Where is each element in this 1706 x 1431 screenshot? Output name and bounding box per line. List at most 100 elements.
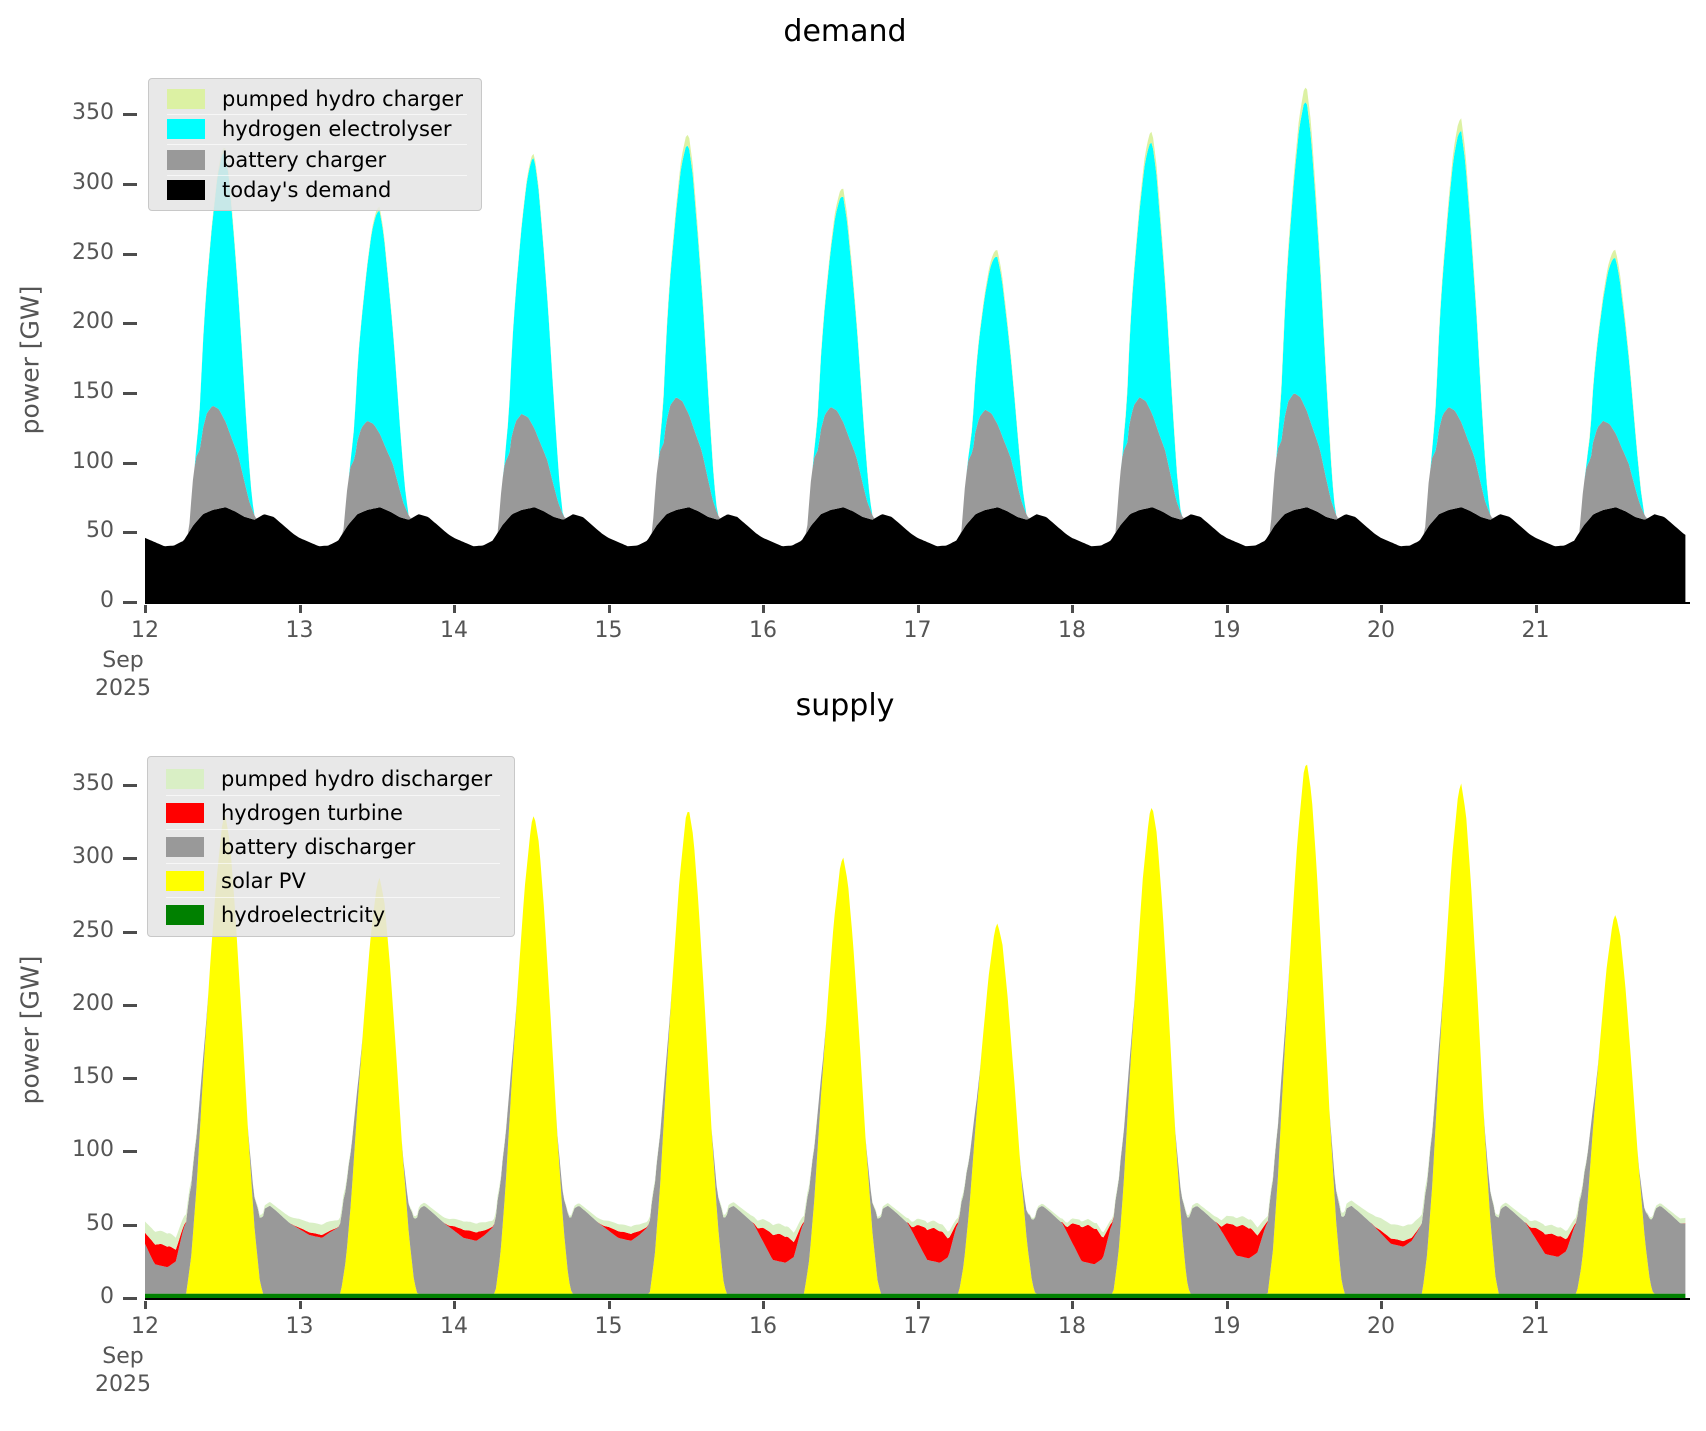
x-tick-label-demand-19: 19 — [1212, 618, 1241, 643]
area-solar-pv — [145, 764, 1686, 1294]
x-offset-year-supply: 2025 — [95, 1372, 151, 1397]
demand-chart-title: demand — [783, 14, 907, 49]
battery-discharger-legend-label: battery discharger — [221, 834, 416, 859]
x-tick-mark-supply-14 — [453, 1301, 456, 1309]
x-tick-mark-supply-19 — [1225, 1301, 1229, 1309]
y-tick-mark-demand-150 — [123, 391, 137, 395]
supply-x-axis-line — [145, 1298, 1690, 1300]
x-tick-label-demand-15: 15 — [594, 618, 623, 643]
solar-pv-swatch — [166, 870, 204, 891]
x-tick-label-supply-14: 14 — [440, 1314, 468, 1339]
x-offset-month-supply: Sep — [102, 1344, 144, 1369]
todays-demand-swatch — [167, 180, 205, 201]
x-tick-mark-supply-15 — [607, 1301, 611, 1309]
legend-entry-solar-pv: solar PV — [166, 863, 500, 897]
legend-entry-pumped-hydro-charger: pumped hydro charger — [167, 84, 467, 114]
y-tick-label-demand-100: 100 — [72, 448, 114, 474]
x-tick-mark-demand-18 — [1071, 605, 1074, 613]
demand-legend: pumped hydro charger hydrogen electrolyse… — [148, 78, 482, 211]
demand-y-axis-label: power [GW] — [15, 285, 45, 435]
pumped-hydro-discharger-swatch — [166, 768, 204, 789]
y-tick-label-supply-100: 100 — [72, 1137, 114, 1163]
legend-entry-hydrogen-turbine: hydrogen turbine — [166, 795, 500, 829]
y-tick-label-supply-300: 300 — [72, 844, 114, 870]
x-tick-mark-supply-21 — [1534, 1301, 1538, 1309]
battery-charger-legend-label: battery charger — [222, 147, 387, 172]
legend-entry-battery-discharger: battery discharger — [166, 829, 500, 863]
x-offset-month-demand: Sep — [102, 648, 144, 673]
area-todays-demand — [145, 507, 1686, 602]
area-battery-discharger — [145, 764, 1686, 1294]
y-tick-label-supply-50: 50 — [86, 1210, 114, 1236]
y-tick-mark-supply-300 — [123, 857, 137, 861]
y-tick-mark-demand-100 — [123, 461, 137, 465]
x-tick-mark-demand-16 — [762, 605, 765, 613]
battery-discharger-swatch — [166, 836, 204, 857]
y-tick-label-demand-0: 0 — [100, 588, 114, 613]
x-tick-mark-demand-13 — [298, 605, 302, 613]
y-tick-label-demand-350: 350 — [72, 100, 114, 126]
x-tick-label-supply-12: 12 — [131, 1314, 159, 1339]
demand-x-axis-line — [145, 602, 1690, 604]
x-tick-label-supply-20: 20 — [1367, 1314, 1395, 1339]
x-tick-mark-demand-14 — [453, 605, 456, 613]
pumped-hydro-discharger-legend-label: pumped hydro discharger — [221, 766, 493, 791]
area-battery-charger — [145, 393, 1686, 547]
x-tick-label-demand-16: 16 — [749, 618, 777, 643]
x-tick-mark-demand-21 — [1534, 605, 1538, 613]
y-tick-mark-demand-0 — [123, 601, 137, 604]
supply-legend: pumped hydro discharger hydrogen turbine b… — [147, 756, 515, 937]
todays-demand-legend-label: today's demand — [222, 178, 392, 203]
y-tick-label-demand-200: 200 — [72, 309, 114, 335]
y-tick-label-demand-150: 150 — [72, 378, 114, 404]
y-tick-mark-supply-0 — [123, 1297, 137, 1300]
x-tick-mark-demand-15 — [607, 605, 611, 613]
x-offset-year-demand: 2025 — [95, 676, 151, 701]
x-tick-mark-supply-12 — [144, 1301, 147, 1309]
x-tick-label-supply-19: 19 — [1212, 1314, 1241, 1339]
x-tick-mark-demand-17 — [916, 605, 920, 613]
hydrogen-turbine-swatch — [166, 802, 204, 823]
x-tick-label-supply-16: 16 — [749, 1314, 777, 1339]
y-tick-mark-supply-200 — [123, 1003, 137, 1007]
legend-entry-hydrogen-electrolyser: hydrogen electrolyser — [167, 113, 467, 145]
x-tick-label-supply-17: 17 — [903, 1314, 932, 1339]
area-hydroelectricity — [145, 1293, 1686, 1298]
x-tick-label-supply-18: 18 — [1058, 1314, 1086, 1339]
x-tick-label-demand-18: 18 — [1058, 618, 1086, 643]
legend-entry-hydroelectricity: hydroelectricity — [166, 897, 500, 931]
x-tick-label-demand-14: 14 — [440, 618, 468, 643]
legend-entry-pumped-hydro-discharger: pumped hydro discharger — [166, 762, 500, 795]
y-tick-label-supply-350: 350 — [72, 770, 114, 796]
area-hydrogen-electrolyser — [145, 102, 1686, 547]
x-tick-mark-demand-12 — [144, 605, 147, 613]
legend-entry-todays-demand: today's demand — [167, 174, 467, 206]
x-tick-label-demand-21: 21 — [1521, 618, 1550, 643]
x-tick-label-supply-13: 13 — [285, 1314, 314, 1339]
solar-pv-legend-label: solar PV — [221, 868, 306, 893]
x-tick-mark-demand-20 — [1380, 605, 1383, 613]
pumped-hydro-charger-legend-label: pumped hydro charger — [222, 86, 463, 111]
hydrogen-turbine-legend-label: hydrogen turbine — [221, 800, 403, 825]
x-tick-label-supply-15: 15 — [594, 1314, 623, 1339]
y-tick-mark-demand-300 — [123, 182, 137, 186]
y-tick-mark-supply-50 — [123, 1223, 137, 1227]
y-tick-mark-demand-50 — [123, 531, 137, 535]
hydrogen-electrolyser-legend-label: hydrogen electrolyser — [222, 117, 452, 142]
y-tick-label-supply-250: 250 — [72, 917, 114, 943]
y-tick-label-demand-50: 50 — [86, 518, 114, 544]
supply-chart-title: supply — [795, 688, 895, 723]
hydroelectricity-swatch — [166, 904, 204, 925]
x-tick-label-demand-13: 13 — [285, 618, 314, 643]
x-tick-mark-supply-18 — [1071, 1301, 1074, 1309]
x-tick-label-demand-12: 12 — [131, 618, 159, 643]
x-tick-label-demand-17: 17 — [903, 618, 932, 643]
y-tick-mark-supply-250 — [123, 930, 137, 934]
supply-stacked-area-plot — [145, 764, 1686, 1298]
y-tick-label-demand-250: 250 — [72, 239, 114, 265]
hydroelectricity-legend-label: hydroelectricity — [221, 902, 386, 927]
x-tick-mark-supply-20 — [1380, 1301, 1383, 1309]
y-tick-label-supply-200: 200 — [72, 990, 114, 1016]
y-tick-mark-supply-350 — [123, 783, 137, 787]
